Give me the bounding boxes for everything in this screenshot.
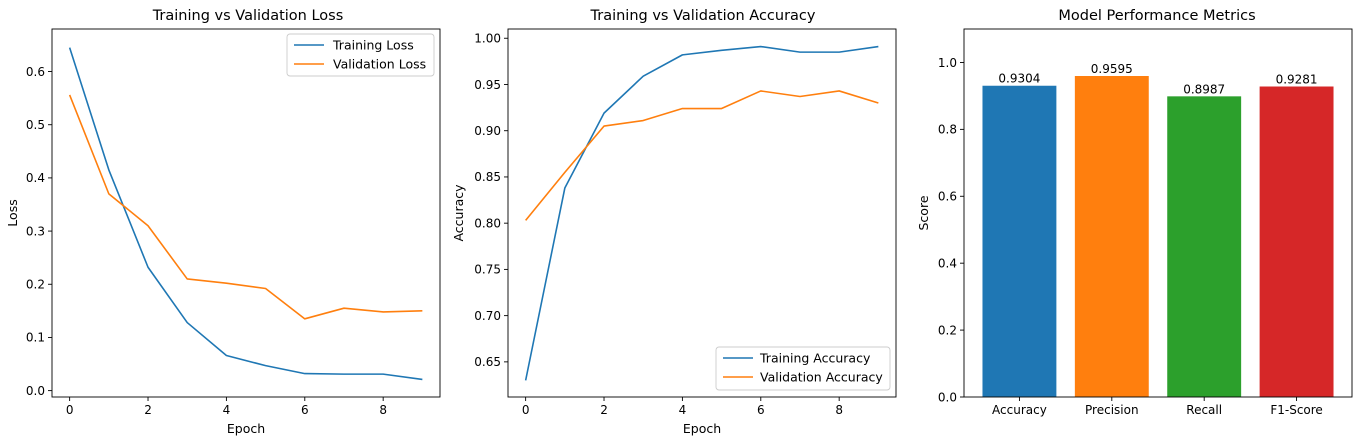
accuracy-y-tick-label: 0.80	[474, 216, 501, 230]
accuracy-chart: Training vs Validation Accuracy 0.65 0.70…	[451, 8, 897, 436]
accuracy-x-tick-label: 8	[835, 403, 843, 417]
metrics-y-tick-label: 0.4	[938, 256, 957, 270]
accuracy-y-tick-label: 0.85	[474, 170, 501, 184]
accuracy-series-line-validation	[525, 90, 879, 221]
loss-y-tick-label: 0.5	[26, 118, 45, 132]
loss-x-tick-label: 0	[66, 403, 74, 417]
metrics-x-tick-label: Precision	[1085, 403, 1139, 417]
loss-series-line-validation	[68, 94, 423, 320]
accuracy-y-tick-label: 0.90	[474, 124, 501, 138]
loss-chart: Training vs Validation Loss 0.0 0.1 0.2 0.3…	[5, 8, 441, 436]
loss-x-tick-label: 4	[223, 403, 231, 417]
accuracy-legend: Training Accuracy Validation Accuracy	[715, 346, 891, 391]
metrics-y-tick-label: 0.2	[938, 323, 957, 337]
accuracy-y-tick-label: 0.75	[474, 263, 501, 277]
loss-x-axis-label: Epoch	[227, 421, 265, 436]
metrics-bar-f1-score	[1259, 86, 1334, 397]
accuracy-legend-box	[715, 346, 891, 391]
metrics-y-tick-label: 0.6	[938, 190, 957, 204]
accuracy-chart-title: Training vs Validation Accuracy	[590, 8, 816, 24]
accuracy-legend-label-training: Training Accuracy	[759, 351, 871, 366]
accuracy-y-tick-label: 0.65	[474, 355, 501, 369]
accuracy-y-axis-label: Accuracy	[451, 184, 466, 242]
loss-legend-label-training: Training Loss	[332, 38, 414, 53]
loss-plot-frame	[51, 28, 441, 398]
accuracy-legend-label-validation: Validation Accuracy	[760, 370, 883, 385]
metrics-x-tick-label: F1-Score	[1270, 403, 1322, 417]
accuracy-x-tick-label: 6	[757, 403, 765, 417]
loss-y-tick-label: 0.1	[26, 331, 45, 345]
metrics-bar-accuracy	[982, 85, 1057, 398]
loss-series-line-training	[68, 47, 423, 381]
accuracy-x-tick-label: 0	[522, 403, 530, 417]
metrics-x-tick-label: Accuracy	[992, 403, 1047, 417]
accuracy-y-tick-label: 0.95	[474, 78, 501, 92]
loss-legend: Training Loss Validation Loss	[286, 33, 435, 77]
metrics-bar-precision	[1074, 76, 1149, 398]
loss-y-tick-label: 0.0	[26, 384, 45, 398]
metrics-bar-value-label: 0.9595	[1091, 62, 1133, 76]
metrics-bar-value-label: 0.8987	[1183, 82, 1225, 96]
metrics-y-tick-label: 0.8	[938, 123, 957, 137]
loss-x-tick-label: 6	[301, 403, 309, 417]
loss-y-tick-label: 0.4	[26, 171, 45, 185]
loss-y-tick-label: 0.3	[26, 224, 45, 238]
accuracy-series-line-training	[524, 45, 879, 381]
accuracy-y-tick-label: 1.00	[474, 32, 501, 46]
metrics-bar-recall	[1167, 96, 1242, 398]
metrics-y-tick-label: 0.0	[938, 390, 957, 404]
accuracy-x-tick-label: 4	[679, 403, 687, 417]
loss-x-tick-label: 2	[144, 403, 152, 417]
loss-y-tick-label: 0.2	[26, 278, 45, 292]
accuracy-x-axis-label: Epoch	[683, 421, 721, 436]
metrics-chart: Model Performance Metrics 0.0 0.2 0.4 0.6 0.…	[916, 8, 1353, 417]
metrics-bar-value-label: 0.9281	[1276, 73, 1318, 87]
metrics-chart-title: Model Performance Metrics	[1058, 8, 1255, 24]
accuracy-x-tick-label: 2	[600, 403, 608, 417]
loss-x-tick-label: 8	[379, 403, 387, 417]
metrics-plot-frame	[963, 28, 1353, 398]
loss-y-axis-label: Loss	[5, 199, 20, 226]
metrics-y-tick-label: 1.0	[938, 56, 957, 70]
loss-y-tick-label: 0.6	[26, 65, 45, 79]
metrics-y-axis-label: Score	[916, 195, 931, 230]
accuracy-plot-frame	[507, 28, 897, 398]
metrics-bar-value-label: 0.9304	[998, 72, 1040, 86]
loss-chart-title: Training vs Validation Loss	[152, 8, 344, 24]
accuracy-y-tick-label: 0.70	[474, 309, 501, 323]
metrics-x-tick-label: Recall	[1186, 403, 1222, 417]
loss-legend-label-validation: Validation Loss	[333, 57, 426, 72]
